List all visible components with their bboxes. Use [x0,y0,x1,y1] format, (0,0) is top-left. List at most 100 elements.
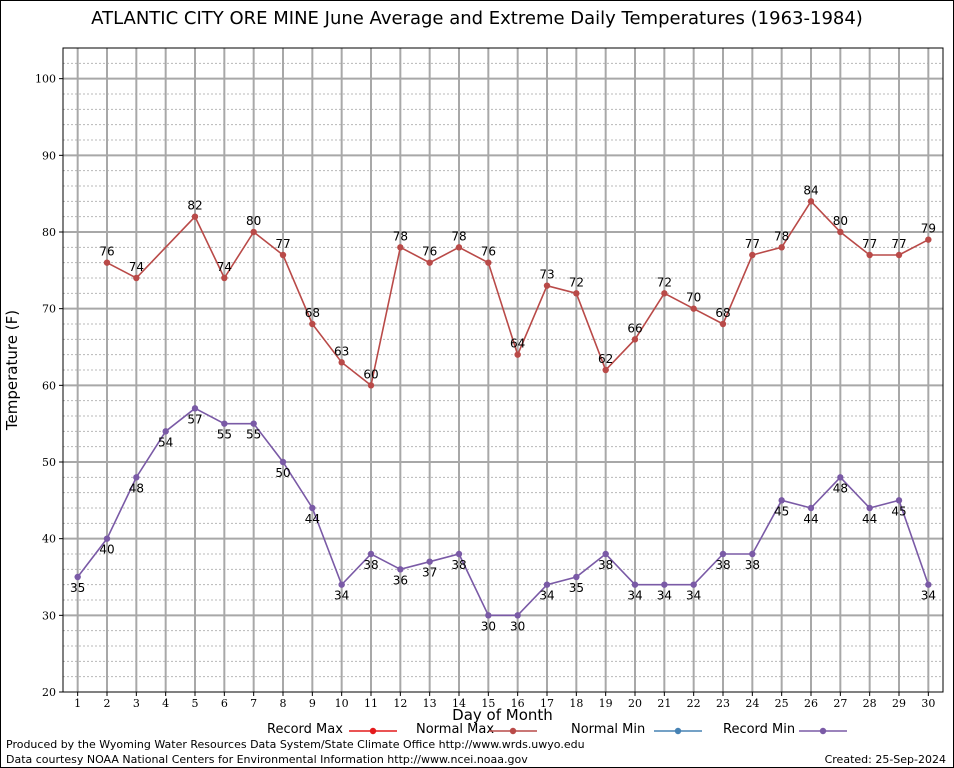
normal-max-data-label: 78 [451,229,466,243]
record-min-point [573,573,580,581]
normal-max-data-label: 76 [99,245,114,259]
normal-max-data-label: 68 [715,306,730,320]
record-min-data-label: 44 [862,512,877,526]
legend-label-record-max: Record Max [267,722,343,737]
record-min-point [866,504,873,512]
legend-label-normal-min: Normal Min [571,722,646,737]
record-min-data-label: 35 [70,581,85,595]
normal-max-data-label: 72 [569,275,584,289]
record-min-point [485,612,492,619]
record-min-data-label: 38 [451,558,466,572]
record-min-data-label: 45 [774,504,789,518]
record-min-point [807,504,815,512]
x-tick-label: 26 [804,697,818,710]
footer-data-source-line: Data courtesy NOAA National Centers for … [6,753,528,766]
x-tick-label: 30 [921,697,935,710]
normal-max-point [543,282,551,289]
record-min-point [514,612,521,619]
normal-max-point [719,320,727,328]
record-min-data-label: 38 [745,558,760,572]
normal-max-point [573,290,580,297]
x-tick-label: 29 [892,697,906,710]
x-tick-label: 23 [716,697,730,710]
normal-max-point [279,251,287,259]
x-tick-label: 24 [745,697,759,710]
normal-max-point [807,198,815,205]
record-min-point [279,458,287,466]
normal-max-point [103,259,111,266]
normal-max-point [661,290,668,297]
normal-max-point [367,382,375,389]
normal-max-point [866,251,873,259]
normal-max-data-label: 74 [129,260,144,274]
x-tick-label: 21 [657,697,671,710]
normal-max-point [309,320,316,328]
record-min-point [103,535,111,542]
record-min-data-label: 38 [598,558,613,572]
normal-max-point [837,228,844,236]
normal-max-point [250,228,257,236]
record-min-point [661,581,668,588]
normal-max-data-label: 68 [305,306,320,320]
record-min-data-label: 37 [422,566,437,580]
record-min-point [250,420,257,427]
record-min-data-label: 34 [921,589,936,603]
x-tick-label: 15 [481,697,495,710]
normal-max-point [397,244,404,251]
record-min-point [602,550,609,558]
y-tick-label: 20 [42,686,56,699]
normal-max-data-label: 82 [187,199,202,213]
normal-max-point [895,251,903,259]
normal-max-point [749,251,756,259]
record-min-point [837,474,844,481]
normal-max-point [778,244,785,251]
record-min-data-label: 34 [539,589,554,603]
record-min-data-label: 36 [393,573,408,587]
normal-max-data-label: 80 [246,214,261,228]
record-min-point [338,581,345,588]
legend-swatch-normal-min [654,727,702,735]
record-min-point [426,558,433,565]
normal-max-data-label: 84 [803,183,818,197]
record-min-point [925,581,932,588]
record-min-data-label: 30 [481,619,496,633]
x-tick-label: 18 [569,697,583,710]
y-tick-label: 100 [35,73,56,86]
normal-max-data-label: 62 [598,352,613,366]
record-min-data-label: 50 [275,466,290,480]
x-tick-label: 4 [162,697,169,710]
x-tick-label: 5 [192,697,199,710]
x-tick-label: 1 [74,697,81,710]
x-tick-label: 28 [863,697,877,710]
record-min-point [309,504,316,512]
x-tick-label: 7 [250,697,257,710]
record-min-point [719,550,727,558]
record-min-data-label: 55 [246,428,261,442]
record-min-point [778,497,785,504]
footer-credit-line: Produced by the Wyoming Water Resources … [6,738,585,751]
normal-max-point [191,213,199,220]
x-tick-label: 2 [104,697,111,710]
x-tick-label: 13 [423,697,437,710]
normal-max-point [133,274,140,282]
record-min-data-label: 34 [334,589,349,603]
y-tick-label: 40 [42,533,56,546]
record-min-data-label: 30 [510,619,525,633]
y-tick-label: 80 [42,226,56,239]
x-tick-label: 27 [833,697,847,710]
normal-max-data-label: 77 [862,237,877,251]
plot-border [62,47,944,693]
record-min-point [74,573,81,581]
record-min-data-label: 55 [217,428,232,442]
normal-max-data-label: 79 [921,222,936,236]
record-min-data-label: 48 [833,481,848,495]
x-tick-label: 9 [309,697,316,710]
x-tick-label: 14 [452,697,466,710]
record-min-data-label: 35 [569,581,584,595]
record-min-data-label: 38 [363,558,378,572]
record-min-data-label: 57 [187,412,202,426]
normal-max-data-label: 77 [275,237,290,251]
record-min-data-label: 34 [627,589,642,603]
normal-max-data-label: 63 [334,344,349,358]
normal-max-line [106,200,929,387]
